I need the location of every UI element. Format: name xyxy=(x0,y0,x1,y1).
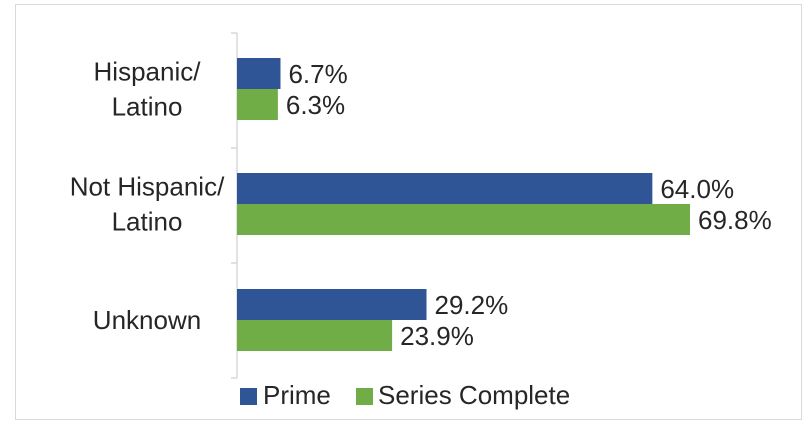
category-label: Hispanic/ xyxy=(94,57,202,87)
data-label: 29.2% xyxy=(435,290,509,320)
bar-series-complete xyxy=(237,204,690,235)
bar-series-complete xyxy=(237,320,393,351)
category-label: Unknown xyxy=(93,305,201,335)
bar-series-complete xyxy=(237,89,278,120)
legend-label: Series Complete xyxy=(378,380,570,410)
category-label: Not Hispanic/ xyxy=(70,172,225,202)
legend-swatch-series-complete xyxy=(356,388,373,405)
category-label: Latino xyxy=(112,92,183,122)
data-label: 64.0% xyxy=(660,174,734,204)
bar-prime xyxy=(237,58,281,89)
bar-prime xyxy=(237,289,427,320)
legend-label: Prime xyxy=(263,380,331,410)
data-label: 23.9% xyxy=(400,321,474,351)
data-label: 69.8% xyxy=(698,205,772,235)
data-label: 6.3% xyxy=(286,90,345,120)
category-label: Latino xyxy=(112,207,183,237)
legend-swatch-prime xyxy=(240,388,257,405)
bar-prime xyxy=(237,173,653,204)
data-label: 6.7% xyxy=(288,59,347,89)
